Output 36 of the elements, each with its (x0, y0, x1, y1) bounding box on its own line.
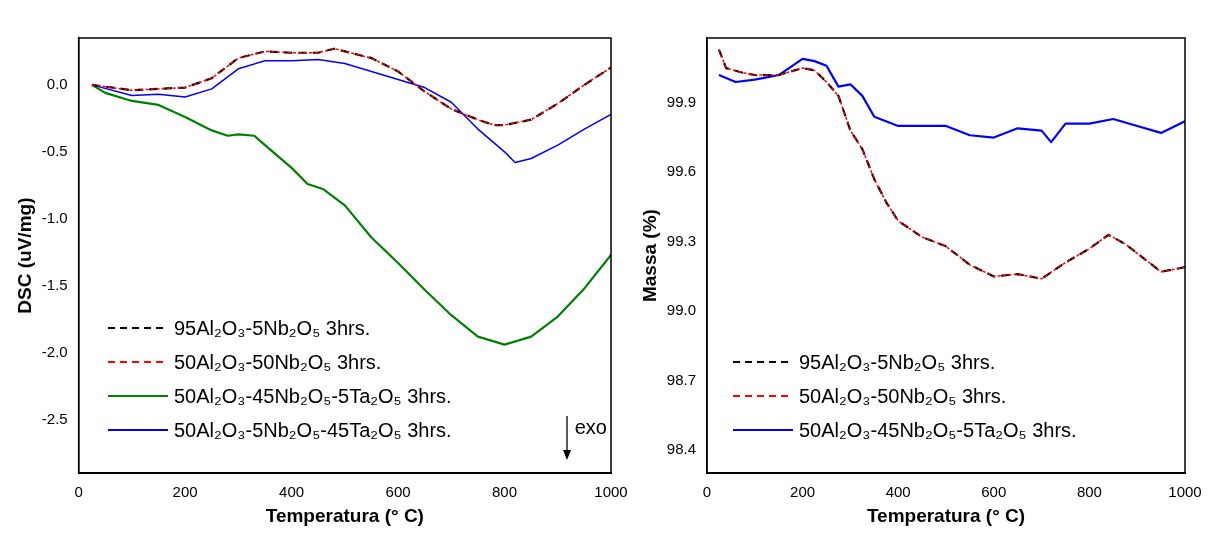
y-tick-label: -2.0 (41, 342, 68, 360)
legend-label: 95Al₂O₃-5Nb₂O₅ 3hrs. (174, 316, 371, 340)
y-tick-label: -1.5 (41, 275, 68, 293)
x-tick-label: 1000 (594, 483, 628, 501)
legend-label: 50Al₂O₃-50Nb₂O₅ 3hrs. (174, 350, 382, 374)
y-tick-label: 99.6 (666, 162, 696, 180)
y-tick-label: 98.4 (666, 440, 696, 458)
x-tick-label: 400 (885, 483, 911, 501)
y-tick-label: 98.7 (666, 370, 696, 388)
x-tick-label: 800 (1076, 483, 1102, 501)
x-tick-label: 200 (790, 483, 816, 501)
y-tick-label: 99.9 (666, 92, 696, 110)
legend-label: 50Al₂O₃-45Nb₂O₅-5Ta₂O₅ 3hrs. (799, 418, 1077, 442)
x-axis-title: Temperatura (° C) (265, 504, 424, 526)
x-tick-label: 600 (981, 483, 1007, 501)
legend-label: 50Al₂O₃-50Nb₂O₅ 3hrs. (799, 384, 1007, 408)
legend-label: 95Al₂O₃-5Nb₂O₅ 3hrs. (799, 350, 996, 374)
y-axis-title: DSC (uV/mg) (13, 197, 35, 314)
y-axis-title: Massa (%) (638, 209, 660, 303)
legend-label: 50Al₂O₃-5Nb₂O₅-45Ta₂O₅ 3hrs. (174, 418, 452, 442)
y-tick-label: -2.5 (41, 409, 68, 427)
y-tick-label: 0.0 (46, 75, 68, 93)
x-tick-label: 0 (702, 483, 712, 501)
y-tick-label: 99.3 (666, 231, 696, 249)
annotation: exo (574, 416, 607, 439)
x-tick-label: 0 (74, 483, 83, 501)
x-tick-label: 800 (492, 483, 518, 501)
x-tick-label: 600 (385, 483, 411, 501)
y-tick-label: -0.5 (41, 141, 68, 159)
x-tick-label: 400 (279, 483, 305, 501)
y-tick-label: -1.0 (41, 208, 68, 226)
y-tick-label: 99.0 (666, 301, 696, 319)
legend-label: 50Al₂O₃-45Nb₂O₅-5Ta₂O₅ 3hrs. (174, 384, 452, 408)
x-axis-title: Temperatura (° C) (866, 504, 1026, 526)
x-tick-label: 200 (172, 483, 198, 501)
x-tick-label: 1000 (1168, 483, 1202, 501)
